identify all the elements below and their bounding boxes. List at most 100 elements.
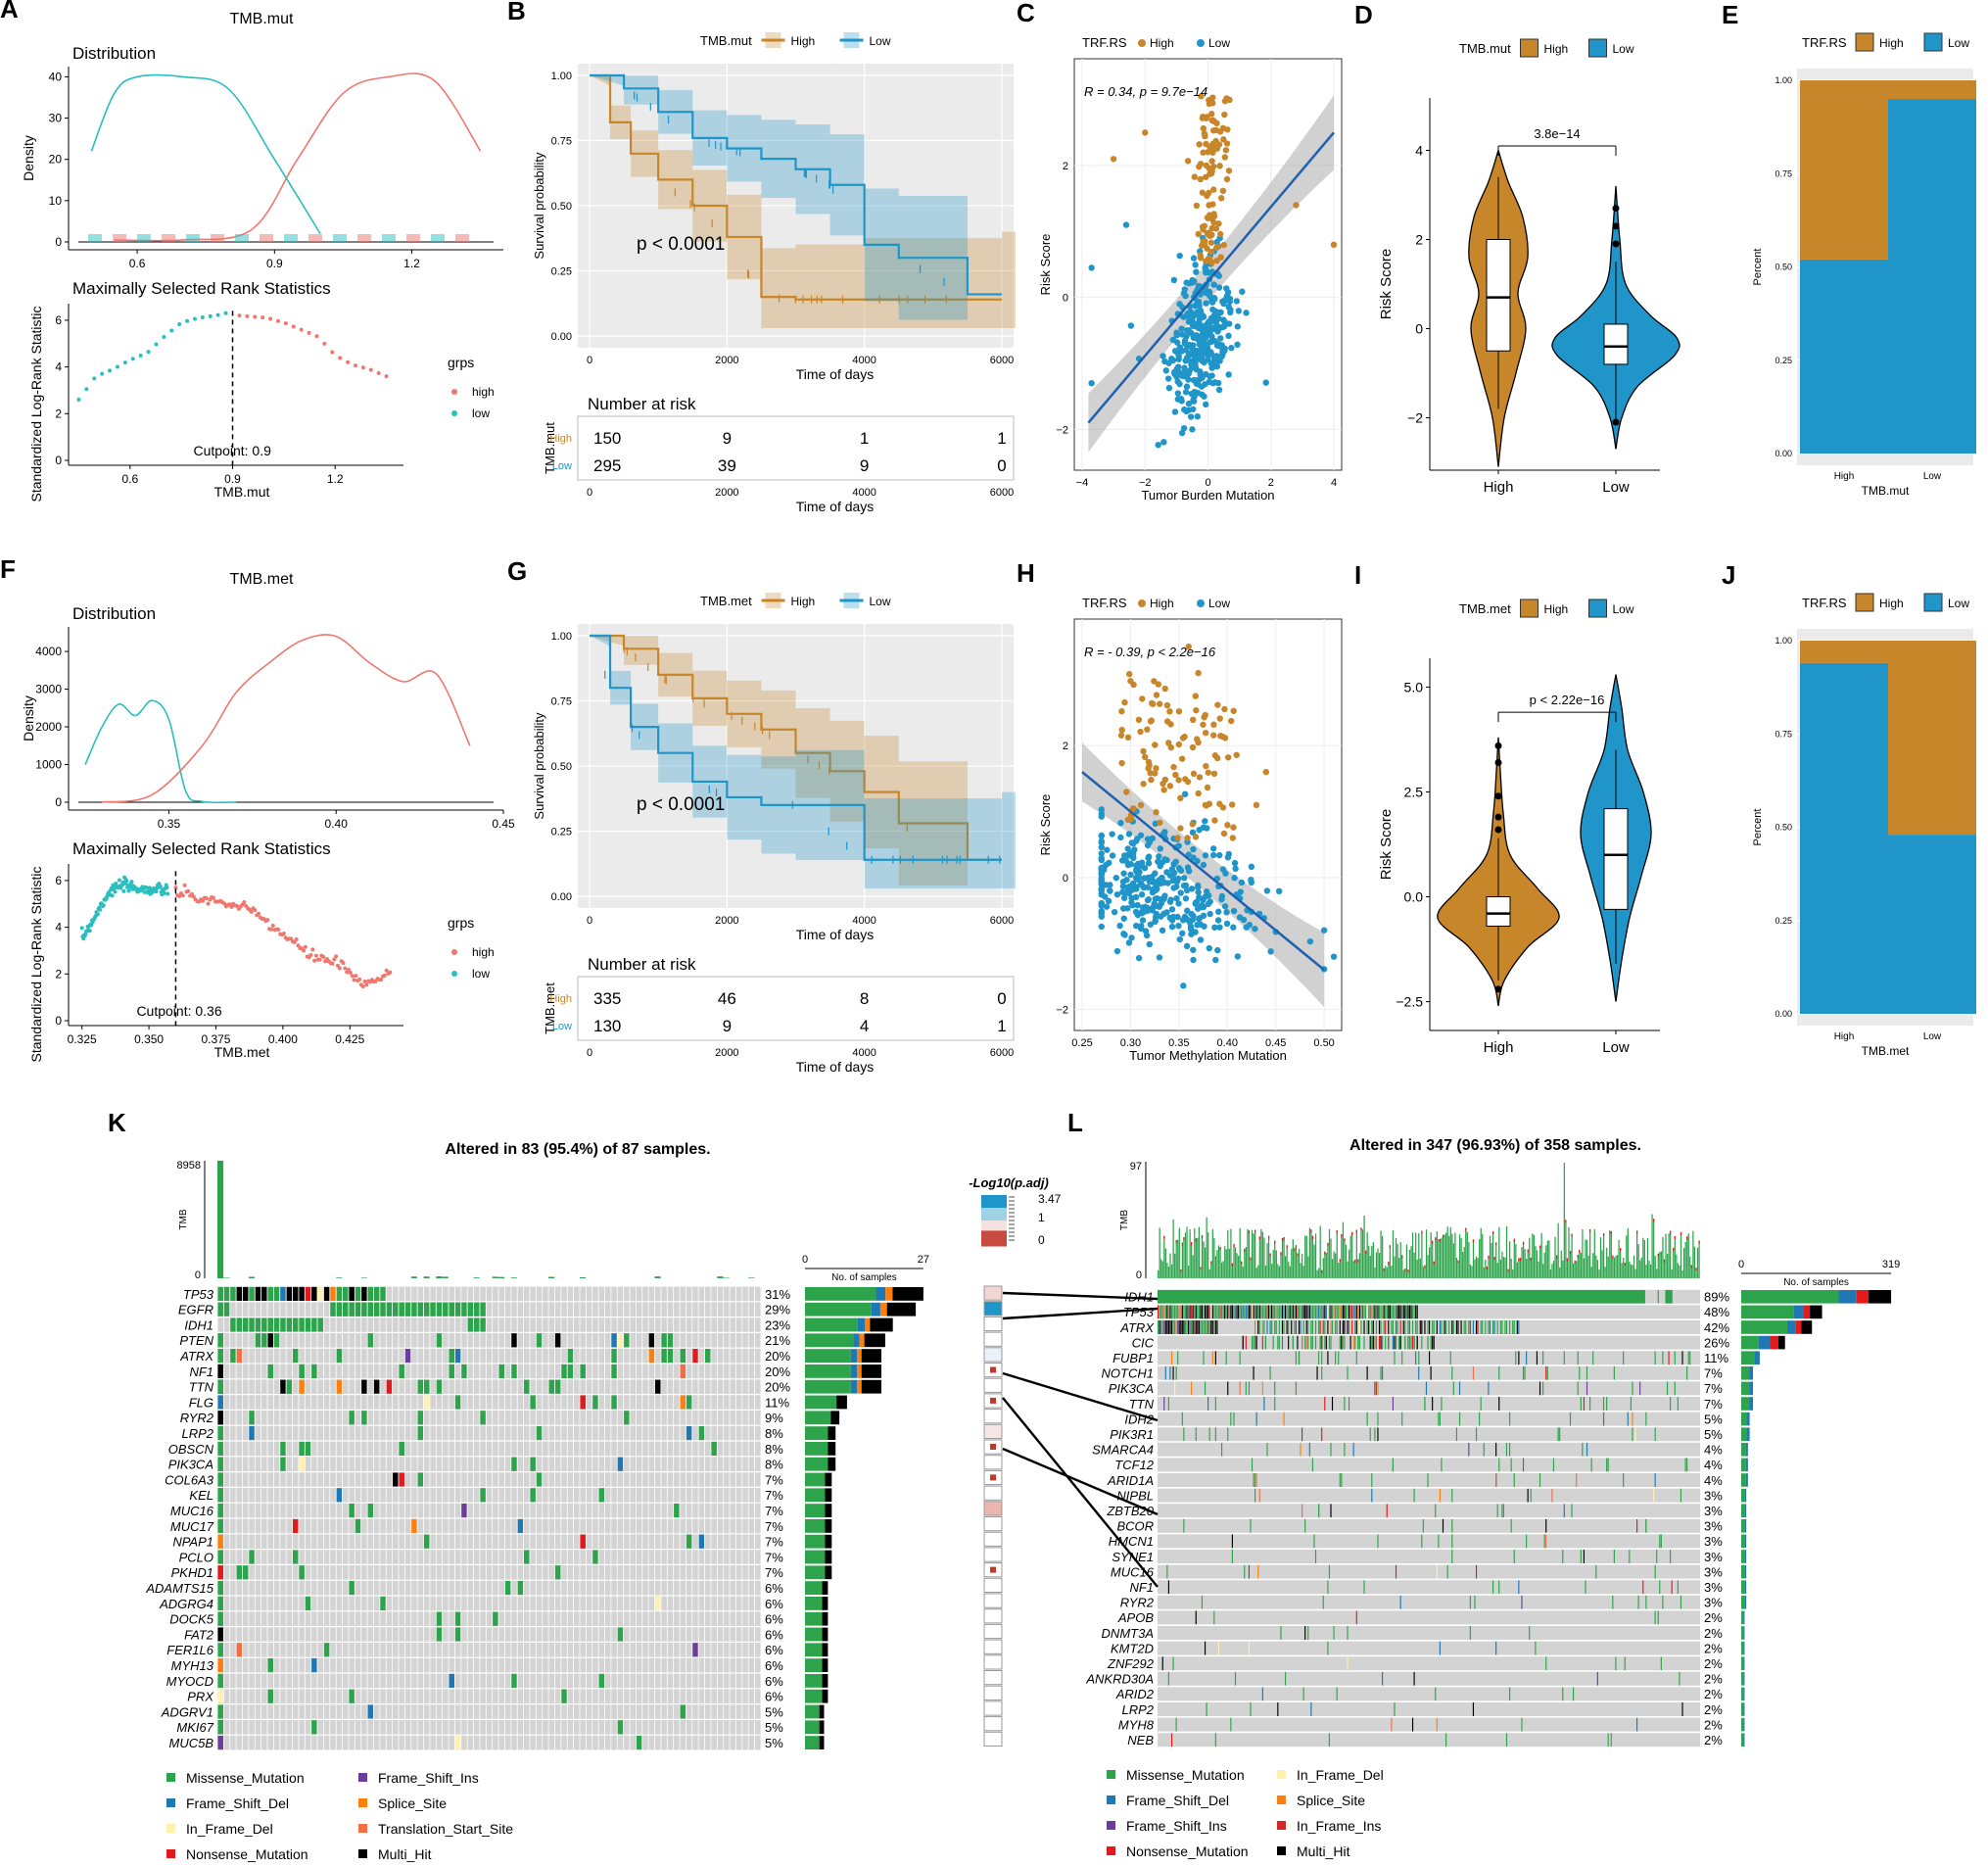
rank-point-high bbox=[294, 937, 299, 942]
tmb-bar bbox=[1247, 1228, 1249, 1278]
mutation-cell bbox=[399, 1364, 404, 1378]
tmb-bar bbox=[1231, 1263, 1234, 1278]
tmb-bar bbox=[1187, 1266, 1190, 1278]
point-low bbox=[1117, 819, 1124, 827]
tmb-bar bbox=[1288, 1262, 1290, 1278]
point-high bbox=[1210, 732, 1217, 739]
point-low bbox=[1169, 336, 1177, 344]
point-high bbox=[1193, 202, 1201, 210]
mutation-cell bbox=[1480, 1320, 1482, 1334]
risk-table-title-B: Number at risk bbox=[588, 395, 696, 413]
tick-x: 0.325 bbox=[68, 1032, 97, 1046]
mutation-cell bbox=[1175, 1717, 1177, 1732]
mutation-cell bbox=[273, 1286, 280, 1301]
tmb-bar bbox=[1295, 1245, 1298, 1278]
mutation-cell bbox=[1321, 1335, 1323, 1350]
tmb-bar bbox=[1557, 1222, 1559, 1278]
tmb-bar bbox=[1451, 1233, 1453, 1278]
mutation-cell bbox=[1191, 1305, 1193, 1319]
mutation-cell bbox=[1174, 1305, 1176, 1319]
mutation-cell bbox=[1342, 1320, 1344, 1334]
mutation-cell bbox=[310, 1720, 317, 1735]
tmb-bar bbox=[436, 1276, 443, 1278]
tmb-bar bbox=[1425, 1229, 1428, 1278]
tmb-bar bbox=[1649, 1264, 1652, 1278]
tmb-bar bbox=[1485, 1260, 1487, 1278]
point-low bbox=[1220, 323, 1228, 330]
point-low bbox=[1230, 907, 1238, 915]
mutation-cell bbox=[479, 1317, 486, 1332]
gene-label-DOCK5: DOCK5 bbox=[169, 1612, 214, 1627]
mutation-cell bbox=[1344, 1397, 1346, 1411]
mutation-cell bbox=[1335, 1305, 1337, 1319]
mutation-cell bbox=[1230, 1412, 1232, 1426]
mutation-cell bbox=[1286, 1320, 1288, 1334]
mutation-cell bbox=[1211, 1351, 1213, 1365]
mutation-cell bbox=[1375, 1381, 1377, 1396]
association-cell bbox=[983, 1623, 1003, 1640]
mutation-cell bbox=[1197, 1305, 1199, 1319]
sample-count-bar-segment bbox=[1741, 1596, 1745, 1609]
point-low bbox=[1181, 372, 1188, 380]
pvalue-scale-swatch bbox=[981, 1215, 1007, 1219]
risk-group-low: Low bbox=[552, 460, 572, 472]
tmb-bar bbox=[1214, 1256, 1217, 1278]
rank-point-high bbox=[268, 316, 273, 321]
sample-count-bar-segment bbox=[822, 1597, 828, 1610]
point-low bbox=[1158, 913, 1164, 920]
tmb-bar-segment bbox=[1231, 1263, 1234, 1267]
tmb-bar bbox=[717, 1276, 724, 1278]
rank-point-high bbox=[186, 888, 191, 893]
sample-count-bar-segment bbox=[819, 1720, 825, 1735]
sample-count-bar-segment bbox=[1741, 1290, 1839, 1304]
mutation-cell bbox=[1217, 1641, 1220, 1655]
sample-count-bar-segment bbox=[1741, 1504, 1745, 1517]
gene-percent-MYH8: 2% bbox=[1704, 1717, 1723, 1732]
gene-percent-ATRX: 20% bbox=[765, 1349, 790, 1364]
gene-label-OBSCN: OBSCN bbox=[168, 1442, 214, 1457]
mutation-cell bbox=[1445, 1320, 1447, 1334]
mutation-cell bbox=[417, 1302, 424, 1316]
mutation-cell bbox=[348, 1504, 355, 1518]
mutation-cell bbox=[367, 1333, 374, 1348]
point-low bbox=[1226, 295, 1234, 303]
rank-point-high bbox=[338, 356, 343, 360]
point-high bbox=[1203, 115, 1209, 121]
tmb-bar-segment bbox=[1465, 1227, 1467, 1231]
gene-percent-MUC17: 7% bbox=[765, 1519, 783, 1534]
risk-value: 46 bbox=[718, 989, 736, 1008]
mutation-cell bbox=[1441, 1320, 1443, 1334]
sample-count-bar-segment bbox=[1741, 1580, 1745, 1594]
sample-count-bar-segment bbox=[850, 1349, 858, 1363]
tmb-bar bbox=[492, 1276, 498, 1278]
mutation-cell bbox=[1272, 1335, 1274, 1350]
mutation-cell bbox=[1452, 1320, 1454, 1334]
sample-count-bar-segment bbox=[1741, 1564, 1745, 1579]
mutation-cell bbox=[273, 1317, 280, 1332]
mutation-cell bbox=[1339, 1305, 1341, 1319]
point-high bbox=[1223, 95, 1230, 102]
tmb-bar bbox=[1411, 1232, 1414, 1278]
sample-count-bar-segment bbox=[886, 1302, 917, 1316]
point-high bbox=[1152, 770, 1159, 777]
tick-y: −2 bbox=[1056, 1005, 1068, 1017]
mutation-cell bbox=[1465, 1320, 1467, 1334]
outlier-point bbox=[1494, 792, 1502, 800]
mutation-cell bbox=[449, 1673, 455, 1688]
mutation-cell bbox=[217, 1565, 223, 1580]
mutation-cell bbox=[1204, 1305, 1207, 1319]
mutation-cell bbox=[1216, 1305, 1218, 1319]
mutation-cell bbox=[1330, 1305, 1332, 1319]
mutation-cell bbox=[1402, 1320, 1404, 1334]
mutation-cell bbox=[1247, 1305, 1249, 1319]
point-high bbox=[1160, 780, 1166, 788]
panel-label-J: J bbox=[1722, 560, 1735, 590]
legend-key-high bbox=[451, 389, 457, 395]
association-cell bbox=[983, 1608, 1003, 1624]
mutation-cell bbox=[1430, 1365, 1432, 1380]
mutation-cell bbox=[1177, 1305, 1179, 1319]
sample-count-bar-segment bbox=[876, 1287, 886, 1301]
sample-count-bar-segment bbox=[1801, 1320, 1813, 1334]
tick-y: 0.00 bbox=[1775, 449, 1792, 458]
legend-K-label: Frame_Shift_Del bbox=[186, 1795, 289, 1811]
